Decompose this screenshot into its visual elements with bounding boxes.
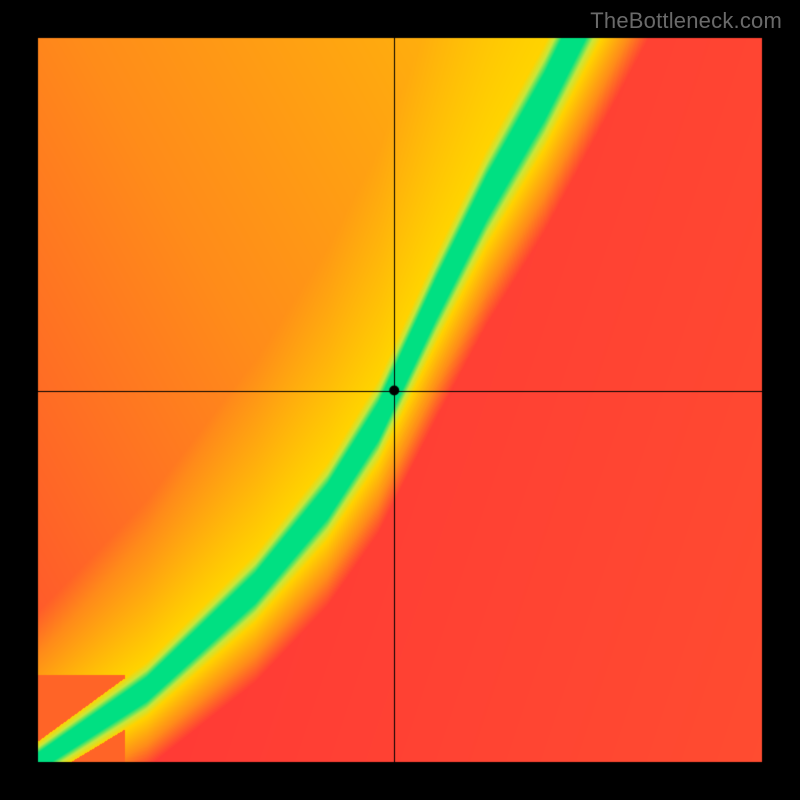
chart-container: TheBottleneck.com [0,0,800,800]
heatmap-canvas [0,0,800,800]
watermark-text: TheBottleneck.com [590,8,782,34]
